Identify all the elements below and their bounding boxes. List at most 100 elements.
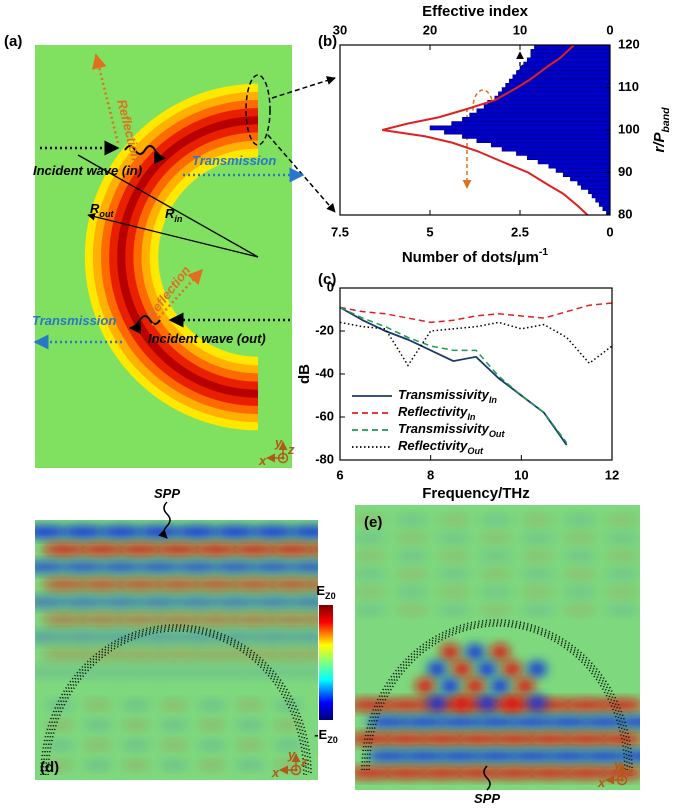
bar xyxy=(476,138,611,143)
field-blob xyxy=(515,678,535,694)
field-blob xyxy=(480,515,512,525)
reflection-arrow xyxy=(151,268,204,326)
spp-squiggle xyxy=(483,765,491,791)
ring-band xyxy=(101,99,259,415)
field-d xyxy=(35,526,318,776)
bar xyxy=(537,159,611,165)
field-blob xyxy=(61,596,105,608)
field-blob xyxy=(118,543,162,556)
field-blob xyxy=(452,695,472,711)
field-blob xyxy=(251,596,295,608)
legend-label-part: In xyxy=(489,395,498,405)
axis-title-part: r/P xyxy=(651,132,668,153)
icon-label: z xyxy=(626,764,634,779)
y-tick-label: 100 xyxy=(618,121,640,136)
bar xyxy=(501,87,611,92)
field-blob xyxy=(232,578,276,591)
bar xyxy=(580,185,611,190)
field-blob xyxy=(80,578,124,591)
field-blob xyxy=(84,740,112,750)
field-blob xyxy=(251,561,295,573)
field-blob xyxy=(355,587,386,597)
dot-arch xyxy=(363,621,631,771)
field-blob xyxy=(270,648,314,661)
field-blob xyxy=(396,605,428,615)
field-blob xyxy=(122,740,150,750)
axis-title: dB xyxy=(296,364,313,384)
field-blob xyxy=(546,716,590,728)
axis-title: Number of dots/µm-1 xyxy=(402,246,548,266)
field-blob xyxy=(396,515,428,525)
field-blob xyxy=(582,750,626,762)
dot-arch xyxy=(366,623,628,771)
transmission-label-part: Transmission xyxy=(192,153,276,168)
field-blob xyxy=(213,666,257,678)
field-blob xyxy=(289,666,318,678)
index-curve xyxy=(382,44,589,216)
bar xyxy=(462,134,611,139)
bar xyxy=(501,146,611,152)
series-line xyxy=(339,302,613,324)
field-blob xyxy=(122,760,150,770)
field-blob xyxy=(198,760,226,770)
field-blob xyxy=(80,613,124,626)
x-tick-label: 8 xyxy=(427,467,434,482)
field-blob xyxy=(415,678,435,694)
y-tick-label: 80 xyxy=(618,206,632,221)
field-blob xyxy=(160,700,188,710)
field-blob xyxy=(308,544,318,555)
field-blob xyxy=(606,515,638,525)
field-blob xyxy=(564,533,596,543)
icon-label: y xyxy=(287,747,296,762)
field-blob xyxy=(490,678,510,694)
bar xyxy=(602,206,611,211)
field-blob xyxy=(492,767,536,779)
icon-label: x xyxy=(597,775,606,790)
icon-label-part: x xyxy=(597,775,606,790)
field-blob xyxy=(122,700,150,710)
colorbar-label: -EZ0 xyxy=(314,727,338,745)
icon-z xyxy=(290,764,302,776)
field-blob xyxy=(175,526,219,538)
field-blob xyxy=(99,631,143,643)
panel-label: (d) xyxy=(40,759,59,776)
field-blob xyxy=(606,605,638,615)
icon-label: x xyxy=(271,765,280,780)
field-blob xyxy=(528,733,572,745)
field-blob xyxy=(522,515,554,525)
field-blob xyxy=(355,515,386,525)
spp-label: SPP xyxy=(154,486,180,501)
field-blob xyxy=(355,551,386,561)
y-tick-label: -20 xyxy=(315,322,334,337)
field-blob xyxy=(198,740,226,750)
x2-tick-label: 20 xyxy=(423,22,437,37)
field-blob xyxy=(156,648,200,661)
field-blob xyxy=(477,661,497,677)
field-blob xyxy=(502,661,522,677)
field-blob xyxy=(492,733,536,745)
legend-label: ReflectivityIn xyxy=(398,404,476,422)
field-blob xyxy=(522,533,554,543)
icon-label-part: z xyxy=(300,754,308,769)
spp-label: SPP xyxy=(474,791,500,806)
field-blob xyxy=(137,666,181,678)
bar xyxy=(476,108,611,114)
ring-band xyxy=(84,83,259,431)
x-tick-label: 7.5 xyxy=(331,224,349,239)
field-blob xyxy=(480,551,512,561)
field-blob xyxy=(438,569,470,579)
field-blob xyxy=(289,631,318,643)
bar xyxy=(429,125,611,131)
axis-title-part: Number of dots/µm xyxy=(402,249,539,266)
y-tick-label: 0 xyxy=(327,279,334,294)
bar xyxy=(494,95,611,101)
axis-title: Frequency/THz xyxy=(422,485,530,502)
field-blob xyxy=(456,733,500,745)
field-blob xyxy=(289,561,318,573)
bar xyxy=(562,172,611,177)
x-tick-label: 2.5 xyxy=(511,224,529,239)
field-blob xyxy=(522,551,554,561)
panel-label: (e) xyxy=(364,514,382,531)
field-blob xyxy=(122,720,150,730)
